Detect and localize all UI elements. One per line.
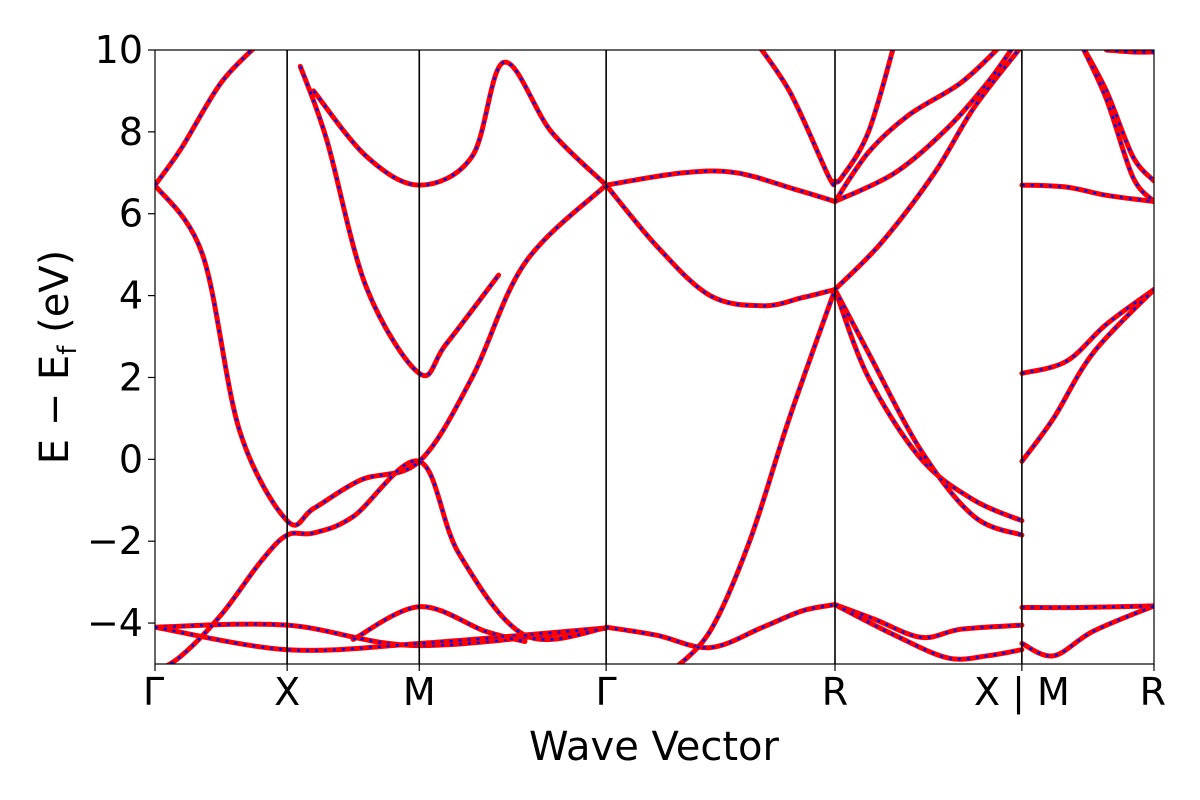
band-15-dashed xyxy=(834,50,1021,291)
band-13-dashed xyxy=(833,289,1023,522)
y-tick-label: 6 xyxy=(119,192,143,236)
high-symmetry-lines xyxy=(286,50,1023,664)
band-21-solid xyxy=(1019,182,1154,204)
band-9-dashed xyxy=(605,169,836,203)
band-21-dashed xyxy=(1021,183,1154,203)
band-6-solid xyxy=(311,59,609,188)
band-4-dashed xyxy=(167,459,607,664)
band-20-solid xyxy=(832,602,1025,662)
band-25-dashed xyxy=(1021,604,1154,658)
band-18-solid xyxy=(758,50,896,188)
y-axis-label: E − Ef (eV) xyxy=(32,250,83,465)
bands-layer xyxy=(155,50,1154,664)
y-tick-label: 0 xyxy=(119,437,143,481)
band-24-solid xyxy=(1019,603,1154,611)
x-tick-label: R xyxy=(1140,670,1166,714)
band-12-solid xyxy=(675,287,838,664)
x-axis-label: Wave Vector xyxy=(529,724,780,770)
band-5-dashed xyxy=(155,50,254,186)
band-11-dashed xyxy=(605,603,836,649)
band-2-dashed xyxy=(155,625,607,652)
plot-frame xyxy=(154,49,1155,665)
band-16-dashed xyxy=(834,50,1013,203)
band-8-solid xyxy=(350,604,528,644)
band-14-solid xyxy=(832,287,1025,538)
x-axis-ticks: Γ X M Γ R X | M R xyxy=(143,664,1166,715)
y-tick-label: 4 xyxy=(119,274,143,318)
x-tick-label: X xyxy=(274,670,300,714)
y-tick-label: 10 xyxy=(95,28,143,72)
band-17-solid xyxy=(832,50,1001,204)
y-tick-label: −4 xyxy=(87,601,143,645)
band-10-dashed xyxy=(605,184,836,308)
band-14-dashed xyxy=(833,288,1023,537)
band-5-solid xyxy=(155,50,256,188)
band-7-dashed xyxy=(299,65,500,377)
band-25-solid xyxy=(1019,603,1154,659)
band-10-solid xyxy=(603,182,838,309)
y-tick-label: −2 xyxy=(87,519,143,563)
x-tick-label: M xyxy=(403,670,436,714)
x-tick-label: R xyxy=(822,670,848,714)
band-26-dashed xyxy=(1083,50,1154,182)
x-tick-label: X | M xyxy=(974,670,1070,715)
x-tick-label: Γ xyxy=(143,670,164,714)
band-6-dashed xyxy=(312,60,608,187)
band-23-solid xyxy=(1019,287,1154,464)
y-tick-label: 2 xyxy=(119,355,143,399)
x-tick-label: Γ xyxy=(596,670,617,714)
band-16-solid xyxy=(832,50,1015,204)
y-axis-ticks: 10 8 6 4 2 0 −2 −4 xyxy=(87,28,155,645)
band-3-dashed xyxy=(155,184,607,527)
band-13-solid xyxy=(832,287,1025,524)
band-27-dashed xyxy=(1082,50,1154,203)
band-9-solid xyxy=(603,168,838,204)
band-19-dashed xyxy=(834,603,1022,639)
band-22-dashed xyxy=(1021,288,1154,375)
y-tick-label: 8 xyxy=(119,110,143,154)
band-12-dashed xyxy=(677,289,837,664)
